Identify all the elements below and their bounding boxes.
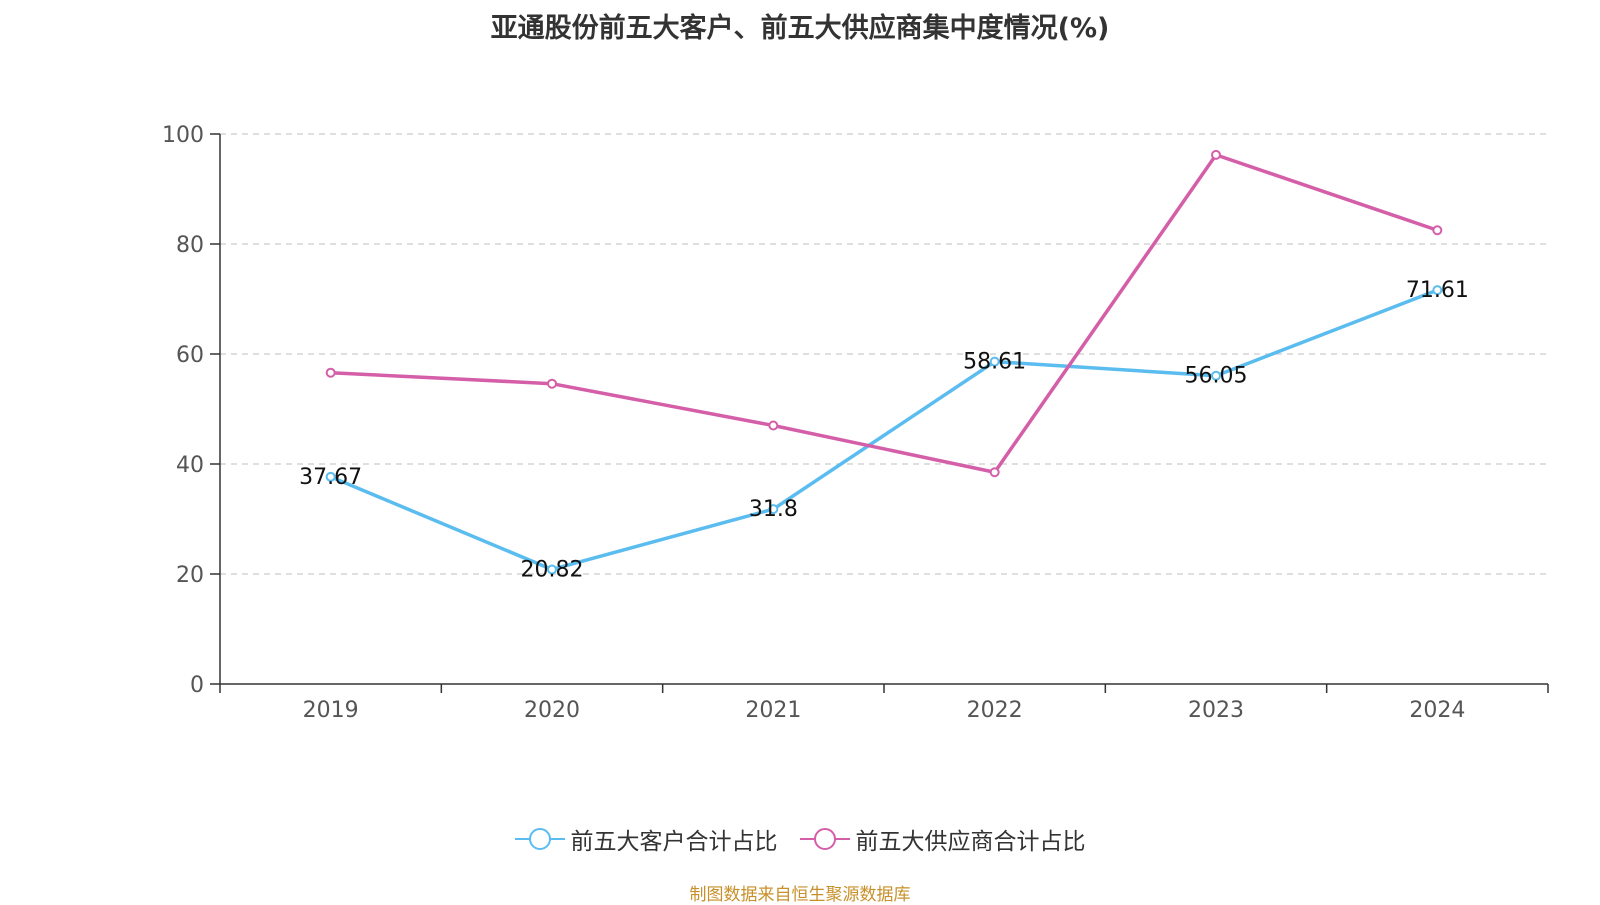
legend-item-suppliers[interactable]: 前五大供应商合计占比 bbox=[799, 822, 1086, 856]
data-label: 56.05 bbox=[1185, 364, 1248, 389]
data-point bbox=[768, 504, 779, 515]
legend-label-suppliers: 前五大供应商合计占比 bbox=[855, 829, 1086, 855]
data-point bbox=[547, 564, 557, 575]
data-point bbox=[325, 471, 336, 482]
x-tick-label: 2022 bbox=[967, 698, 1023, 723]
data-point bbox=[989, 467, 1000, 478]
y-tick-label: 100 bbox=[162, 123, 204, 148]
data-label: 37.67 bbox=[299, 465, 362, 490]
legend: 前五大客户合计占比 前五大供应商合计占比 bbox=[0, 822, 1600, 856]
x-tick-label: 2019 bbox=[303, 698, 359, 723]
y-tick-label: 60 bbox=[176, 343, 204, 368]
x-tick-label: 2023 bbox=[1188, 698, 1244, 723]
x-tick-label: 2020 bbox=[524, 698, 580, 723]
data-label: 20.82 bbox=[521, 557, 584, 582]
series-line-0 bbox=[329, 288, 1438, 572]
data-point bbox=[1432, 285, 1443, 296]
y-tick-label: 40 bbox=[176, 453, 204, 478]
x-tick-label: 2021 bbox=[745, 698, 801, 723]
data-point bbox=[989, 356, 1000, 367]
data-point bbox=[547, 378, 557, 389]
data-point bbox=[1432, 225, 1443, 236]
source-note: 制图数据来自恒生聚源数据库 bbox=[689, 885, 911, 905]
data-point bbox=[1211, 370, 1221, 381]
data-point bbox=[1211, 149, 1221, 160]
chart-title: 亚通股份前五大客户、前五大供应商集中度情况(%) bbox=[490, 13, 1110, 44]
data-point bbox=[768, 420, 779, 431]
y-tick-label: 20 bbox=[176, 563, 204, 588]
x-tick-label: 2024 bbox=[1409, 698, 1465, 723]
legend-marker-suppliers bbox=[799, 828, 850, 850]
y-tick-label: 0 bbox=[190, 673, 204, 698]
data-point bbox=[325, 367, 336, 378]
legend-label-customers: 前五大客户合计占比 bbox=[570, 829, 778, 855]
y-tick-label: 80 bbox=[176, 233, 204, 258]
data-label: 71.61 bbox=[1406, 278, 1469, 303]
data-label: 58.61 bbox=[963, 350, 1026, 375]
data-label: 31.8 bbox=[749, 497, 798, 522]
legend-item-customers[interactable]: 前五大客户合计占比 bbox=[514, 822, 778, 856]
series-line-1 bbox=[330, 153, 1438, 474]
legend-marker-customers bbox=[514, 828, 565, 850]
